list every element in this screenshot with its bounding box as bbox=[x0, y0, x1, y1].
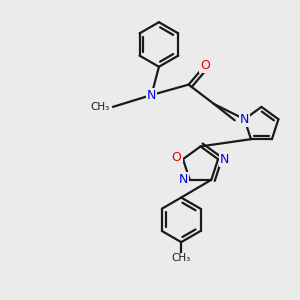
Text: O: O bbox=[200, 59, 210, 72]
Text: N: N bbox=[240, 113, 249, 126]
Text: N: N bbox=[220, 153, 229, 166]
Text: N: N bbox=[179, 173, 188, 186]
Text: N: N bbox=[147, 88, 156, 101]
Text: CH₃: CH₃ bbox=[172, 254, 191, 263]
Text: O: O bbox=[172, 151, 182, 164]
Text: CH₃: CH₃ bbox=[91, 102, 110, 112]
